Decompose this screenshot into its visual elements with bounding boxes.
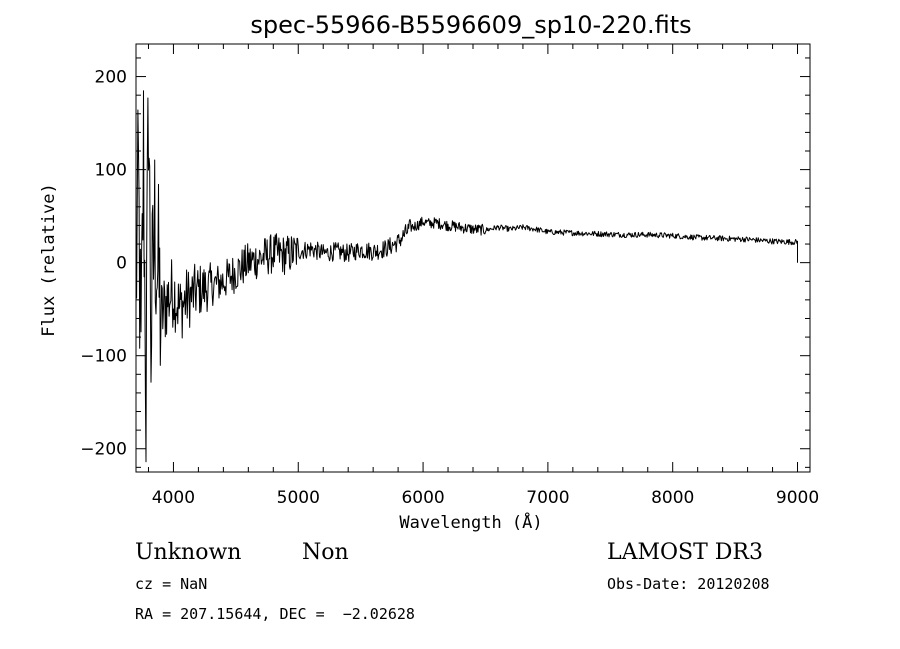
y-tick-label: −200 [80,440,127,460]
chart-title: spec-55966-B5596609_sp10-220.fits [250,11,691,39]
x-tick-label: 4000 [152,488,195,508]
axis-ticks [136,44,810,472]
x-axis-label: Wavelength (Å) [399,511,542,533]
object-subclass: Non [302,540,349,565]
plot-frame [135,43,811,473]
object-class: Unknown [135,540,241,565]
x-tick-label: 8000 [651,488,694,508]
x-tick-label: 7000 [526,488,569,508]
survey-name: LAMOST DR3 [607,540,763,565]
y-tick-label: 200 [95,68,127,88]
y-tick-label: 0 [116,254,127,274]
y-axis-label: Flux (relative) [39,183,59,337]
obs-date: Obs-Date: 20120208 [607,575,770,593]
y-tick-label: −100 [80,347,127,367]
x-tick-label: 6000 [401,488,444,508]
spectrum-line [135,90,798,463]
x-tick-labels: 4000 5000 6000 7000 8000 9000 [152,488,819,508]
y-tick-labels: −200 −100 0 100 200 [80,68,127,460]
x-tick-label: 5000 [277,488,320,508]
y-tick-label: 100 [95,161,127,181]
x-tick-label: 9000 [776,488,819,508]
cz-value: cz = NaN [135,575,207,593]
coordinates: RA = 207.15644, DEC = −2.02628 [135,605,415,623]
